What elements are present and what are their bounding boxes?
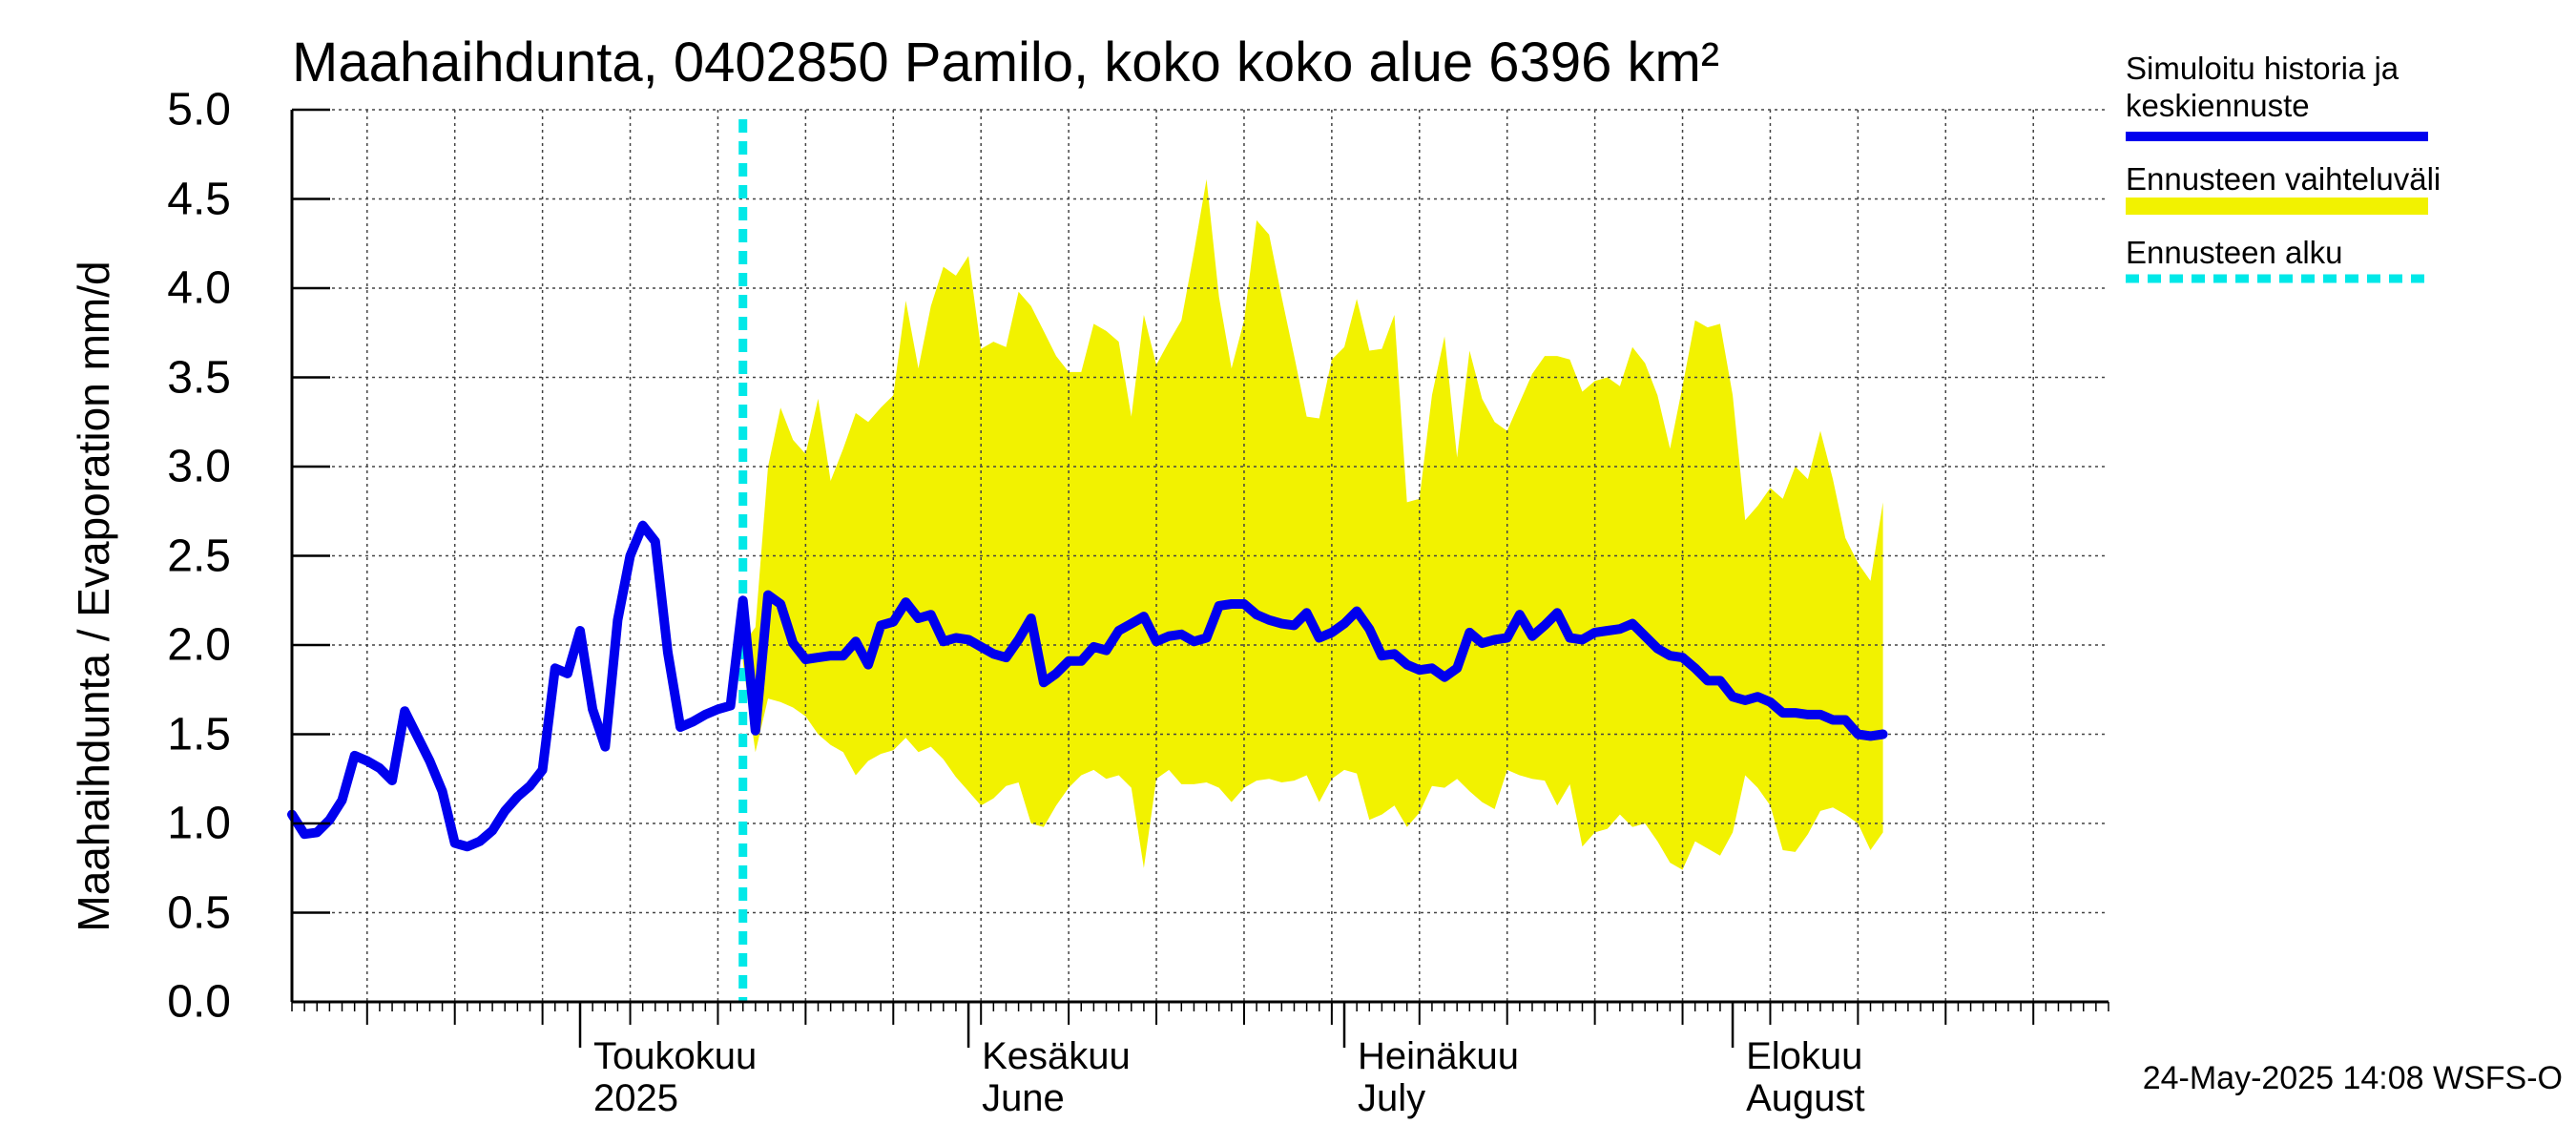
y-axis-label: Maahaihdunta / Evaporation mm/d	[69, 260, 118, 932]
legend-item-mean: Simuloitu historia ja keskiennuste	[2126, 50, 2399, 124]
y-tick-label: 2.0	[167, 619, 231, 671]
x-tick-label-line: Toukokuu	[593, 1035, 758, 1077]
x-tick-label-line: Kesäkuu	[982, 1035, 1131, 1077]
x-tick-label-line: 2025	[593, 1077, 678, 1119]
x-tick-label-line: August	[1746, 1077, 1865, 1119]
y-tick-label: 3.5	[167, 352, 231, 403]
y-tick-label: 4.0	[167, 262, 231, 314]
chart-title: Maahaihdunta, 0402850 Pamilo, koko koko …	[292, 31, 1720, 94]
y-tick-label: 1.0	[167, 798, 231, 849]
legend-label-mean-line1: Simuloitu historia ja	[2126, 51, 2399, 86]
x-tick-label-line: Elokuu	[1746, 1035, 1863, 1077]
mean-line-layer	[287, 520, 1888, 852]
y-tick-label: 3.0	[167, 441, 231, 492]
legend-item-forecast-start: Ennusteen alku	[2126, 234, 2343, 271]
forecast-range-band	[742, 178, 1883, 870]
forecast-range-layer	[742, 178, 1883, 870]
x-tick-label-line: July	[1358, 1077, 1426, 1119]
legend-label-mean-line2: keskiennuste	[2126, 88, 2310, 123]
x-tick-label: Elokuu August	[1746, 1035, 1865, 1119]
axes	[290, 108, 2109, 1048]
y-tick-label: 0.5	[167, 887, 231, 938]
legend-label-range: Ennusteen vaihteluväli	[2126, 161, 2441, 197]
legend-label-forecast-start: Ennusteen alku	[2126, 235, 2343, 270]
timestamp: 24-May-2025 14:08 WSFS-O	[2142, 1060, 2563, 1096]
x-tick-label-line: June	[982, 1077, 1065, 1119]
y-tick-label: 4.5	[167, 174, 231, 224]
y-tick-label: 0.0	[167, 976, 231, 1028]
x-tick-label: Kesäkuu June	[982, 1035, 1131, 1119]
x-tick-label: Toukokuu 2025	[593, 1035, 757, 1119]
legend-swatches	[2126, 132, 2428, 283]
y-tick-label: 5.0	[167, 84, 231, 135]
x-tick-label-line: Heinäkuu	[1358, 1035, 1520, 1077]
grid-lines	[292, 109, 2109, 1003]
mean-line	[287, 520, 1888, 852]
y-tick-label: 1.5	[167, 709, 231, 760]
legend-item-range: Ennusteen vaihteluväli	[2126, 160, 2441, 198]
y-tick-label: 2.5	[167, 531, 231, 581]
x-tick-label: Heinäkuu July	[1358, 1035, 1519, 1119]
